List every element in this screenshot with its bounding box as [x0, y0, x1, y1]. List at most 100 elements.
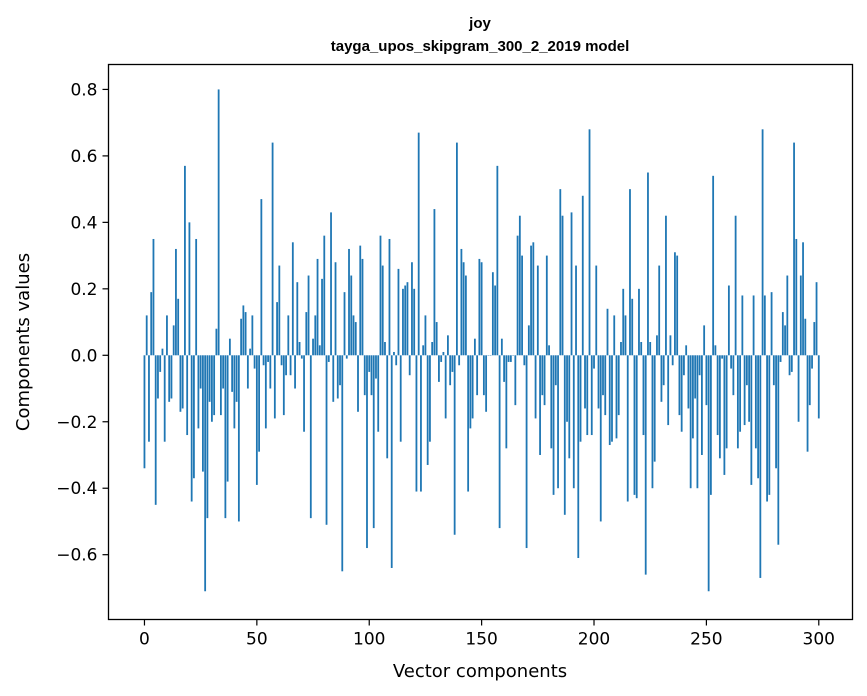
bar — [701, 355, 703, 455]
bar — [193, 355, 195, 479]
bar — [217, 89, 220, 356]
bar — [485, 355, 488, 412]
bar — [314, 315, 317, 356]
bar — [213, 355, 216, 416]
bar — [370, 355, 373, 396]
bar — [188, 222, 191, 356]
bar — [784, 325, 786, 356]
bar — [321, 278, 323, 356]
bar — [339, 355, 341, 386]
bar — [503, 355, 505, 382]
bar — [736, 355, 739, 449]
bar — [566, 355, 568, 422]
bar — [480, 262, 483, 356]
bar — [797, 355, 800, 422]
bar — [251, 315, 254, 356]
bar — [721, 355, 724, 359]
bar — [687, 355, 690, 409]
bar — [543, 355, 546, 406]
bar — [442, 351, 445, 356]
bar — [363, 355, 366, 396]
bar — [727, 285, 730, 356]
bar — [730, 355, 733, 369]
bar — [635, 355, 638, 499]
bar — [759, 355, 762, 578]
bar — [514, 355, 517, 406]
bar — [399, 355, 402, 442]
bar — [361, 258, 364, 356]
bar — [384, 342, 386, 356]
y-axis: −0.6 −0.4 −0.2 0.0 0.2 0.4 0.6 0.8 — [56, 80, 109, 566]
bar — [694, 355, 697, 399]
bar — [678, 355, 681, 416]
bar — [795, 238, 798, 356]
bar — [377, 355, 380, 432]
bar — [640, 342, 643, 356]
x-tick-label: 200 — [578, 630, 610, 650]
bar — [611, 355, 613, 442]
bar — [375, 355, 377, 379]
bar — [397, 268, 400, 356]
bars-group — [143, 89, 820, 592]
bar — [469, 355, 472, 429]
bar — [157, 355, 159, 399]
bar — [507, 355, 510, 362]
bar — [181, 355, 184, 409]
bar — [709, 355, 712, 495]
bar — [411, 262, 413, 356]
chart-subtitle: tayga_upos_skipgram_300_2_2019 model — [331, 38, 630, 55]
bar — [150, 292, 153, 356]
bar — [372, 355, 375, 529]
bar — [143, 355, 146, 469]
bar — [368, 355, 371, 372]
bar — [559, 189, 562, 356]
bar — [422, 345, 425, 356]
bar — [348, 248, 350, 356]
bar — [597, 355, 600, 409]
bar — [743, 355, 746, 426]
bar — [689, 355, 692, 489]
bar — [552, 355, 555, 495]
bar — [294, 355, 296, 389]
bar — [577, 355, 580, 559]
bar — [716, 355, 719, 436]
bar — [273, 355, 276, 419]
bar — [242, 305, 245, 356]
x-tick-label: 150 — [465, 630, 497, 650]
bar — [417, 132, 420, 356]
bar — [440, 355, 443, 362]
bar — [435, 322, 438, 356]
bar — [154, 355, 157, 505]
bar — [471, 355, 474, 419]
bar — [460, 248, 463, 356]
bar — [345, 355, 348, 359]
bar — [777, 355, 780, 545]
bar — [226, 355, 229, 482]
bar — [575, 265, 577, 356]
y-tick-label: −0.6 — [56, 546, 97, 566]
bar — [649, 342, 652, 356]
bar — [811, 355, 813, 369]
bar — [145, 315, 148, 356]
bar — [505, 355, 508, 449]
bar — [366, 355, 368, 549]
bar — [550, 355, 553, 449]
bar — [718, 355, 721, 459]
bar — [525, 355, 528, 549]
bar — [781, 312, 784, 356]
bar — [202, 355, 204, 472]
x-axis-label: Vector components — [393, 661, 567, 682]
bar — [491, 272, 494, 356]
bar — [642, 355, 645, 436]
bar — [177, 298, 180, 356]
bar — [237, 355, 240, 522]
bar — [775, 355, 777, 469]
bar — [312, 338, 314, 356]
bar — [305, 312, 308, 356]
bar — [413, 288, 416, 356]
bar — [197, 355, 200, 429]
bar — [620, 342, 622, 356]
bar — [667, 355, 670, 426]
bar — [190, 355, 193, 502]
bar — [754, 355, 757, 449]
